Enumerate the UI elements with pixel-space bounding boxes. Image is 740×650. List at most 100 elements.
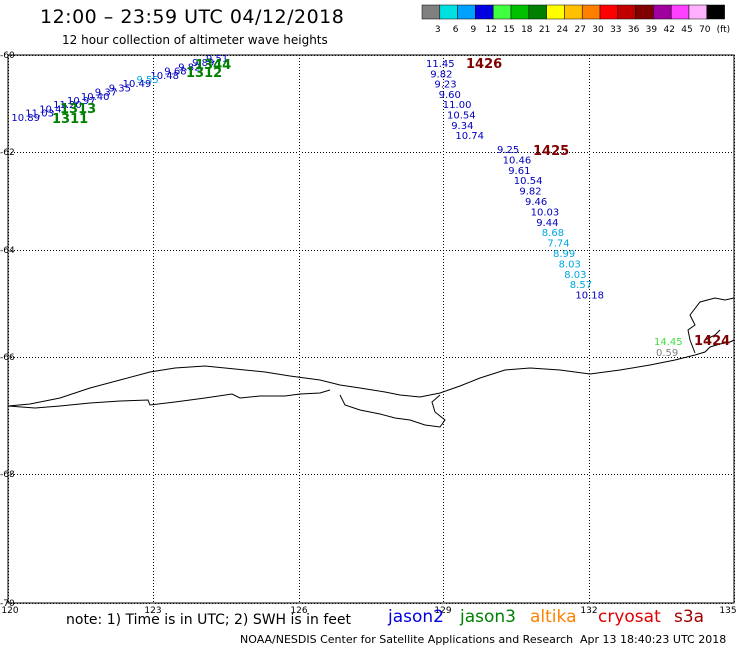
lon-label: 135 (719, 606, 736, 616)
satellite-label-cryosat: cryosat (598, 607, 661, 627)
scale-swatch-16 (706, 4, 725, 20)
scale-swatch-1 (439, 4, 458, 20)
lat-label: -68 (0, 470, 15, 480)
swh-value: 9.44 (536, 218, 558, 229)
pass-number-1311: 1311 (52, 112, 88, 127)
scale-label-12: 39 (646, 25, 658, 35)
swh-value: 9.23 (434, 80, 456, 91)
swh-value: 10.46 (503, 155, 532, 166)
swh-value: 9.82 (178, 62, 200, 73)
lon-label: 129 (434, 606, 451, 616)
lon-label: 132 (580, 606, 597, 616)
satellite-label-s3a: s3a (674, 607, 705, 627)
pass-number-1344: 1344 (195, 58, 231, 73)
scale-label-14: 45 (681, 25, 692, 35)
swh-value: 9.34 (451, 121, 473, 132)
swh-value: 10.54 (514, 176, 543, 187)
scale-label-9: 30 (592, 25, 604, 35)
credit-line: NOAA/NESDIS Center for Satellite Applica… (240, 633, 574, 646)
swh-value: 8.03 (559, 259, 581, 270)
swh-value: 9.82 (519, 187, 541, 198)
swh-value: 9.60 (439, 90, 461, 101)
lon-label: 123 (144, 606, 161, 616)
swh-value: 9.51 (206, 54, 228, 65)
lat-label: -64 (0, 246, 15, 256)
scale-swatch-9 (581, 4, 601, 20)
lat-label: -66 (0, 353, 15, 363)
swh-value: 11.03 (25, 109, 54, 120)
swh-value: 9.25 (497, 145, 519, 156)
swh-value: 9.61 (508, 166, 530, 177)
swh-value: 8.57 (570, 280, 592, 291)
swh-value: 11.00 (443, 100, 472, 111)
swh-value: 9.82 (430, 69, 452, 80)
scale-swatch-0 (421, 4, 441, 20)
swh-value: 10.40 (81, 92, 110, 103)
footer-note: note: 1) Time is in UTC; 2) SWH is in fe… (66, 612, 352, 628)
swh-value: 9.37 (95, 88, 117, 99)
antarctic-coastline (7, 297, 735, 428)
scale-label-11: 36 (628, 25, 640, 35)
scale-label-0: 3 (435, 25, 441, 35)
scale-swatch-11 (617, 4, 636, 20)
scale-label-5: 18 (521, 25, 533, 35)
scale-label-6: 21 (539, 25, 550, 35)
scale-swatch-15 (688, 4, 708, 20)
swh-value: 9.46 (525, 197, 547, 208)
scale-label-8: 27 (574, 25, 585, 35)
scale-swatch-7 (546, 4, 565, 20)
map-subtitle: 12 hour collection of altimeter wave hei… (62, 33, 328, 47)
lat-label: -70 (0, 599, 15, 609)
pass-number-1425: 1425 (533, 144, 569, 159)
lat-label: -62 (0, 148, 15, 158)
lat-label: -60 (0, 51, 15, 61)
scale-swatch-5 (510, 4, 530, 20)
generated-timestamp: Apr 13 18:40:23 UTC 2018 (580, 633, 727, 646)
swh-value: 10.47 (39, 104, 68, 115)
pass-number-1426: 1426 (466, 57, 502, 72)
map-title: 12:00 – 23:59 UTC 04/12/2018 (40, 6, 345, 28)
satellite-label-jason3: jason3 (460, 607, 516, 627)
scale-unit: (ft) (717, 25, 731, 35)
lon-label: 120 (1, 606, 18, 616)
swh-value: 10.18 (575, 291, 604, 302)
scale-label-2: 9 (471, 25, 477, 35)
swh-value: 10.74 (455, 131, 484, 142)
scale-label-1: 6 (453, 25, 459, 35)
scale-swatch-12 (635, 4, 654, 20)
swh-value: 10.89 (11, 113, 40, 124)
lon-label: 126 (290, 606, 307, 616)
swh-value: 8.03 (564, 270, 586, 281)
pass-number-1424: 1424 (694, 334, 730, 349)
scale-label-4: 15 (503, 25, 514, 35)
swh-value: 11.45 (426, 59, 455, 70)
swh-value: 9.89 (192, 58, 214, 69)
scale-swatch-3 (475, 4, 494, 20)
pass-number-1313: 1313 (60, 102, 96, 117)
swh-value: 9.55 (137, 75, 159, 86)
scale-label-13: 42 (663, 25, 674, 35)
altimeter-tracks: 11.459.829.239.6011.0010.549.3410.741426… (11, 54, 730, 359)
scale-swatch-13 (653, 4, 672, 20)
color-scale-legend: 3 6 9 12 15 18 21 24 27 30 33 36 39 42 45 70 (ft) (421, 4, 731, 35)
plot-frame (7, 54, 735, 604)
swh-value: 10.48 (150, 71, 179, 82)
scale-swatch-4 (492, 4, 512, 20)
scale-label-15: 70 (699, 25, 711, 35)
scale-label-3: 12 (485, 25, 496, 35)
swh-value: 0.59 (656, 348, 678, 359)
scale-label-7: 24 (557, 25, 569, 35)
swh-value: 7.74 (547, 239, 569, 250)
swh-value: 10.97 (67, 96, 96, 107)
swh-value: 10.03 (531, 207, 560, 218)
pass-number-1312: 1312 (186, 66, 222, 81)
swh-value: 9.68 (164, 67, 186, 78)
swh-value: 10.49 (123, 79, 152, 90)
scale-label-10: 33 (610, 25, 621, 35)
scale-swatch-10 (599, 4, 619, 20)
swh-value: 9.35 (109, 83, 131, 94)
swh-value: 14.45 (654, 337, 683, 348)
scale-swatch-2 (457, 4, 476, 20)
swh-value: 8.99 (553, 249, 575, 260)
